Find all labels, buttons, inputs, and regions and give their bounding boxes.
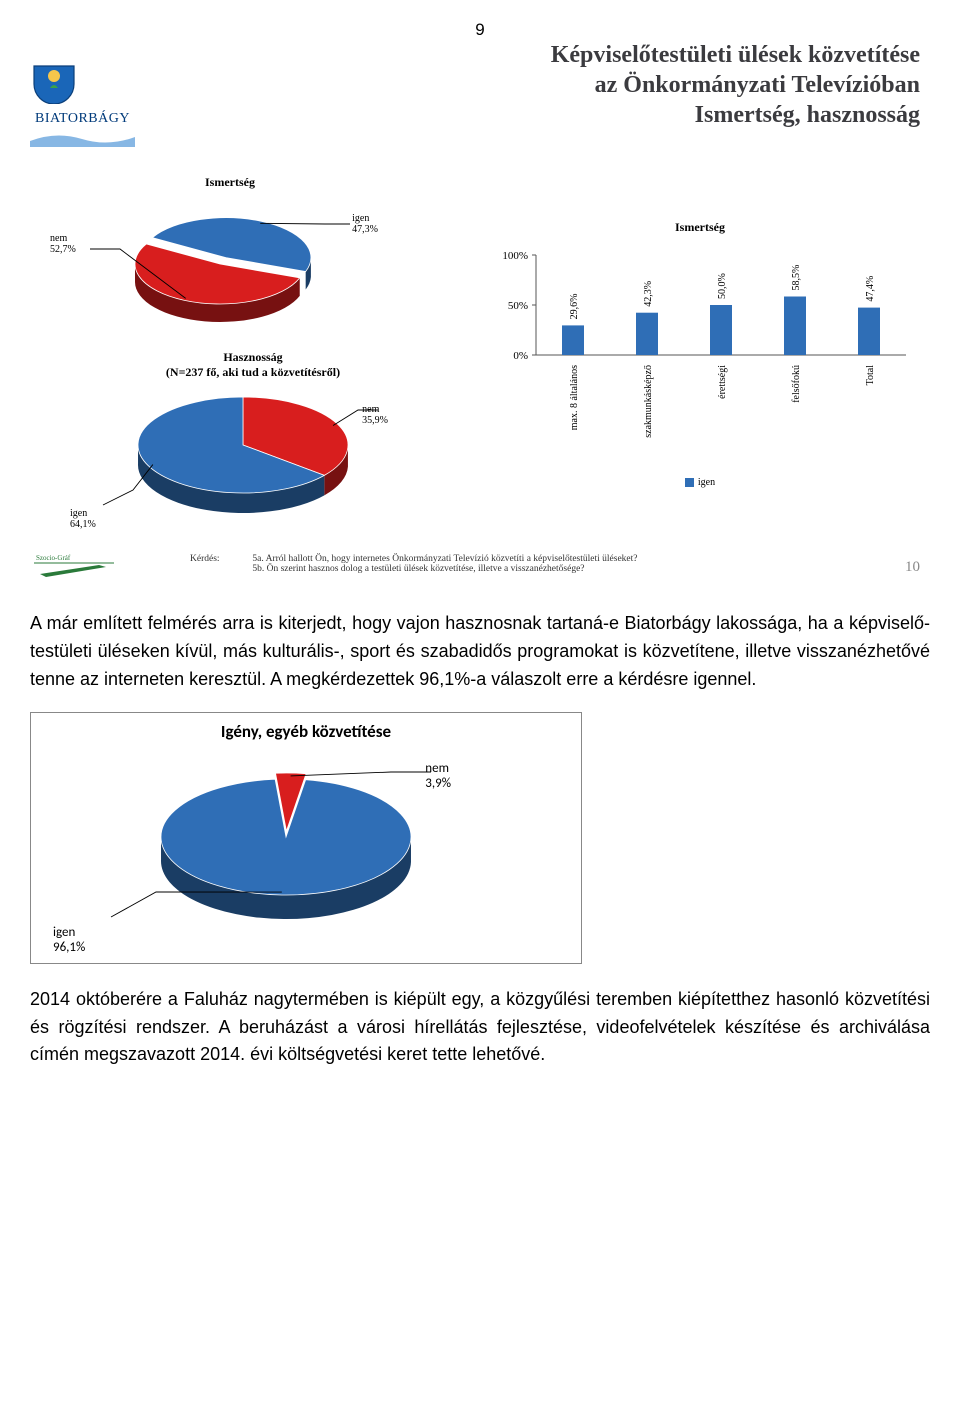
- slide-title: Képviselőtestületi ülések közvetítése az…: [30, 40, 930, 130]
- svg-text:50,0%: 50,0%: [717, 273, 728, 299]
- crest-icon: [30, 60, 78, 104]
- pie1-igen-label: igen: [352, 213, 369, 224]
- logo-text: BIATORBÁGY: [30, 111, 135, 127]
- svg-text:42,3%: 42,3%: [643, 281, 654, 307]
- bar-chart-ismertseg: Ismertség 0% 50% 100% 29,6% max. 8 általános…: [480, 220, 920, 480]
- svg-text:50%: 50%: [508, 300, 528, 312]
- pie3-igen-label: igen: [53, 925, 75, 940]
- question-block: Kérdés: 5a. Arról hallott Ön, hogy inter…: [190, 554, 638, 574]
- slide-number: 10: [905, 559, 920, 576]
- slide: BIATORBÁGY Képviselőtestületi ülések köz…: [30, 40, 930, 580]
- bar-title: Ismertség: [480, 220, 920, 235]
- pie3-nem-label: nem: [425, 761, 449, 776]
- pie2-igen-label: igen: [70, 508, 87, 519]
- svg-text:58,5%: 58,5%: [791, 265, 802, 291]
- pie-chart-ismertseg: Ismertség igen 47,3% nem 52,7%: [50, 175, 410, 335]
- bar-legend: igen: [685, 477, 715, 488]
- body-paragraph-1: A már említett felmérés arra is kiterjed…: [30, 610, 930, 694]
- logo: BIATORBÁGY: [30, 60, 135, 152]
- pie2-nem-label: nem: [362, 404, 379, 415]
- pie2-title: Hasznosság: [48, 350, 458, 365]
- pie-chart-igeny: Igény, egyéb közvetítése nem 3,9% igen 9…: [30, 712, 582, 964]
- body-paragraph-2: 2014 októberére a Faluház nagytermében i…: [30, 986, 930, 1070]
- svg-text:Total: Total: [865, 365, 876, 386]
- svg-text:érettségi: érettségi: [717, 365, 728, 399]
- pie2-igen-value: 64,1%: [70, 519, 96, 530]
- pie3-title: Igény, egyéb közvetítése: [31, 721, 581, 742]
- svg-text:29,6%: 29,6%: [569, 294, 580, 320]
- svg-text:szakmunkásképző: szakmunkásképző: [643, 365, 654, 438]
- page-number: 9: [30, 20, 930, 40]
- pie2-nem-value: 35,9%: [362, 415, 388, 426]
- pie1-igen-value: 47,3%: [352, 224, 378, 235]
- source-logo: Szocio-Gráf: [34, 550, 134, 578]
- svg-text:100%: 100%: [502, 250, 528, 262]
- svg-text:47,4%: 47,4%: [865, 276, 876, 302]
- pie3-nem-value: 3,9%: [425, 776, 451, 791]
- pie-chart-hasznossag: Hasznosság (N=237 fő, aki tud a közvetít…: [48, 350, 458, 530]
- pie3-igen-value: 96,1%: [53, 940, 85, 955]
- wave-icon: [30, 131, 135, 147]
- pie1-title: Ismertség: [50, 175, 410, 190]
- svg-text:max. 8 általános: max. 8 általános: [569, 365, 580, 430]
- svg-text:felsőfokú: felsőfokú: [791, 365, 802, 403]
- pie1-nem-label: nem: [50, 233, 67, 244]
- pie1-nem-value: 52,7%: [50, 244, 76, 255]
- pie2-subtitle: (N=237 fő, aki tud a közvetítésről): [48, 365, 458, 380]
- svg-text:0%: 0%: [513, 350, 528, 362]
- legend-swatch-icon: [685, 478, 694, 487]
- source-logo-text: Szocio-Gráf: [36, 554, 71, 562]
